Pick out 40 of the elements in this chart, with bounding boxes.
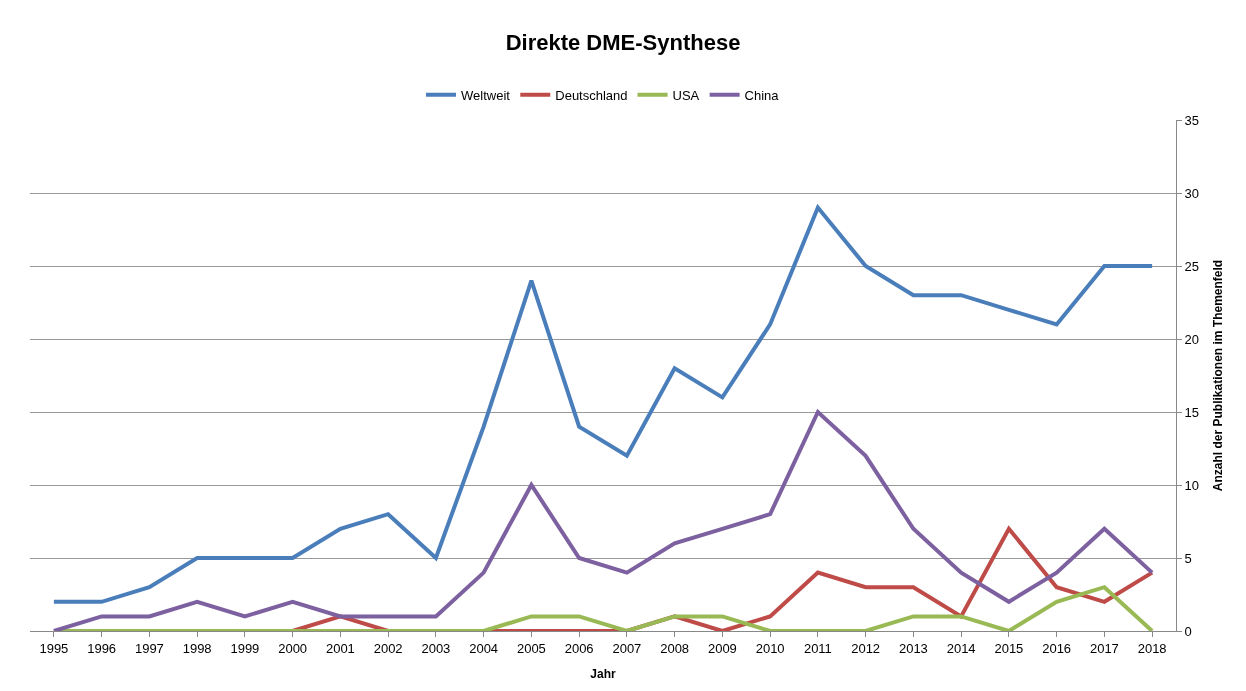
x-axis-title: Jahr	[590, 667, 616, 682]
y-axis-title: Anzahl der Publikationen im Themenfeld	[1210, 259, 1225, 492]
x-tick-label: 2010	[755, 640, 785, 656]
x-tick-label: 2015	[994, 640, 1024, 656]
x-tick-label: 2003	[421, 640, 451, 656]
y-tick-label: 35	[1184, 112, 1200, 128]
legend-label: USA	[672, 87, 700, 103]
y-tick-label: 15	[1184, 404, 1200, 420]
x-tick-label: 2009	[707, 640, 737, 656]
x-tick-label: 1995	[39, 640, 69, 656]
y-tick-label: 10	[1184, 477, 1200, 493]
line-series	[51, 410, 1155, 631]
x-tick-label: 2014	[946, 640, 976, 656]
legend-label: Weltweit	[461, 87, 511, 103]
y-tick-label: 0	[1184, 623, 1192, 639]
legend-label: China	[744, 87, 780, 103]
y-tick-label: 25	[1184, 258, 1200, 274]
x-tick-label: 1997	[134, 640, 164, 656]
x-tick-label: 2016	[1042, 640, 1072, 656]
x-tick-label: 2018	[1137, 640, 1167, 656]
y-tick-label: 30	[1184, 185, 1200, 201]
x-tick-label: 2000	[278, 640, 308, 656]
x-tick-label: 2004	[469, 640, 499, 656]
x-tick-label: 2011	[803, 640, 832, 656]
y-tick-label: 20	[1184, 331, 1200, 347]
legend-label: Deutschland	[555, 87, 628, 103]
x-tick-label: 2017	[1089, 640, 1119, 656]
x-tick-label: 2012	[851, 640, 881, 656]
x-tick-label: 2005	[516, 640, 546, 656]
x-tick-label: 1998	[182, 640, 212, 656]
chart-title: Direkte DME-Synthese	[505, 29, 741, 55]
x-tick-label: 1999	[230, 640, 260, 656]
x-tick-label: 2002	[373, 640, 403, 656]
x-tick-label: 2013	[898, 640, 928, 656]
y-tick-label: 5	[1184, 550, 1192, 566]
x-tick-label: 2006	[564, 640, 594, 656]
x-tick-label: 2001	[325, 640, 355, 656]
x-tick-label: 2008	[660, 640, 690, 656]
x-tick-label: 2007	[612, 640, 642, 656]
x-tick-label: 1996	[87, 640, 117, 656]
